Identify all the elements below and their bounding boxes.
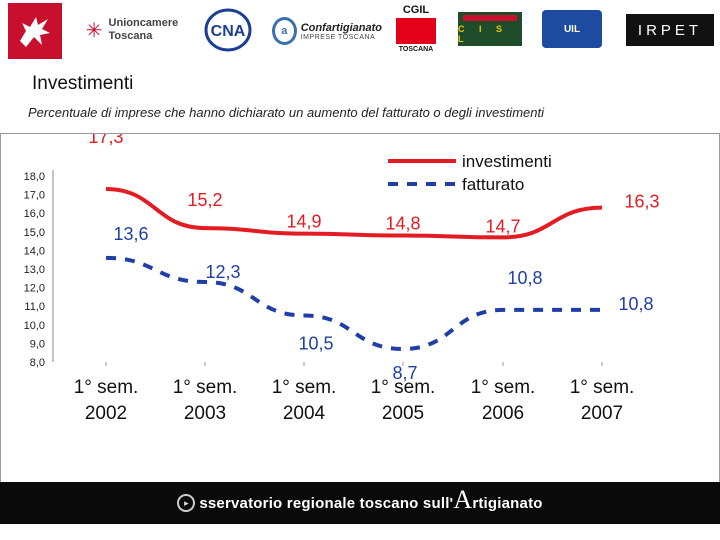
cisl-text: C I S L: [458, 23, 509, 44]
line-chart: 18,0 17,0 16,0 15,0 14,0 13,0 12,0 11,0 10,0 9,0 8…: [24, 134, 660, 424]
data-label-investimenti: 14,7: [485, 216, 520, 236]
data-label-investimenti: 16,3: [624, 192, 659, 212]
chart-frame: 18,0 17,0 16,0 15,0 14,0 13,0 12,0 11,0 10,0 9,0 8…: [0, 133, 720, 484]
data-label-fatturato: 12,3: [205, 262, 240, 282]
y-tick-label: 9,0: [30, 338, 45, 350]
data-label-fatturato: 13,6: [113, 224, 148, 244]
cna-logo: CNA: [202, 8, 254, 52]
footer-big-letter: A: [453, 485, 473, 514]
y-tick-label: 18,0: [24, 171, 45, 183]
y-tick-label: 11,0: [24, 301, 45, 313]
data-label-investimenti: 14,8: [385, 214, 420, 234]
cgil-bottom-text: TOSCANA: [398, 46, 434, 53]
y-tick-label: 8,0: [30, 357, 45, 369]
x-tick-label: 1° sem.: [74, 377, 139, 398]
cisl-logo: C I S L: [458, 12, 522, 46]
x-tick-label: 1° sem.: [471, 377, 536, 398]
page-title: Investimenti: [32, 73, 134, 94]
irpet-text: IRPET: [637, 21, 703, 39]
data-label-fatturato: 8,7: [392, 363, 417, 383]
series-line-fatturato: [105, 255, 602, 351]
y-tick-label: 15,0: [24, 227, 45, 239]
y-tick-label: 10,0: [24, 320, 45, 332]
cna-text: CNA: [211, 23, 246, 40]
cisl-stripe: [463, 14, 517, 21]
x-tick-label: 2002: [85, 403, 127, 424]
y-tick-label: 17,0: [24, 190, 45, 202]
cgil-top-text: CGIL: [396, 2, 436, 18]
legend-label-investimenti: investimenti: [462, 152, 552, 171]
bottom-strip: [0, 524, 720, 540]
y-tick-label: 16,0: [24, 208, 45, 220]
cgil-red-block: [396, 18, 436, 44]
logo-bar: ✳ Unioncamere Toscana CNA a Confartigian…: [0, 0, 720, 60]
confartigianato-line1: Confartigianato: [300, 21, 382, 34]
footer-o-icon: ▸: [177, 494, 196, 512]
legend-label-fatturato: fatturato: [462, 175, 524, 194]
page-subtitle: Percentuale di imprese che hanno dichiar…: [28, 105, 544, 120]
x-tick-label: 2007: [581, 403, 623, 424]
regione-toscana-logo: [8, 3, 62, 59]
x-tick-label: 1° sem.: [570, 377, 635, 398]
data-label-investimenti: 14,9: [286, 212, 321, 232]
data-label-fatturato: 10,5: [298, 334, 333, 354]
uil-text: UIL: [563, 23, 581, 35]
unioncamere-logo: ✳ Unioncamere Toscana: [72, 10, 192, 50]
unioncamere-line1: Unioncamere: [108, 17, 179, 29]
data-label-fatturato: 10,8: [507, 268, 542, 288]
data-label-fatturato: 10,8: [618, 294, 653, 314]
unioncamere-mark-icon: ✳: [85, 19, 103, 42]
confartigianato-logo: a Confartigianato IMPRESE TOSCANA: [272, 14, 382, 48]
pegasus-icon: [20, 17, 50, 47]
series-line-investimenti: [105, 187, 603, 240]
confartigianato-ring-icon: a: [272, 17, 297, 45]
y-tick-label: 12,0: [24, 283, 45, 295]
x-tick-label: 2006: [482, 403, 524, 424]
x-tick-label: 1° sem.: [371, 377, 436, 398]
cna-emblem-icon: CNA: [204, 8, 252, 52]
footer-banner: ▸ sservatorio regionale toscano sull' A …: [0, 482, 720, 524]
footer-text-part2: rtigianato: [472, 494, 543, 512]
data-label-investimenti: 15,2: [187, 190, 222, 210]
x-tick-label: 2005: [382, 403, 424, 424]
x-tick-label: 1° sem.: [272, 377, 337, 398]
irpet-logo: IRPET: [626, 14, 714, 46]
uil-logo: UIL: [542, 10, 602, 48]
y-tick-label: 13,0: [24, 264, 45, 276]
x-tick-label: 2003: [184, 403, 226, 424]
unioncamere-line2: Toscana: [108, 30, 153, 42]
footer-text-part1: sservatorio regionale toscano sull': [199, 494, 454, 512]
y-tick-label: 14,0: [24, 245, 45, 257]
cgil-logo: CGIL TOSCANA: [396, 0, 436, 58]
confartigianato-line2: IMPRESE TOSCANA: [300, 33, 376, 41]
data-label-investimenti: 17,3: [88, 134, 123, 147]
x-tick-label: 1° sem.: [173, 377, 238, 398]
x-tick-label: 2004: [283, 403, 326, 424]
